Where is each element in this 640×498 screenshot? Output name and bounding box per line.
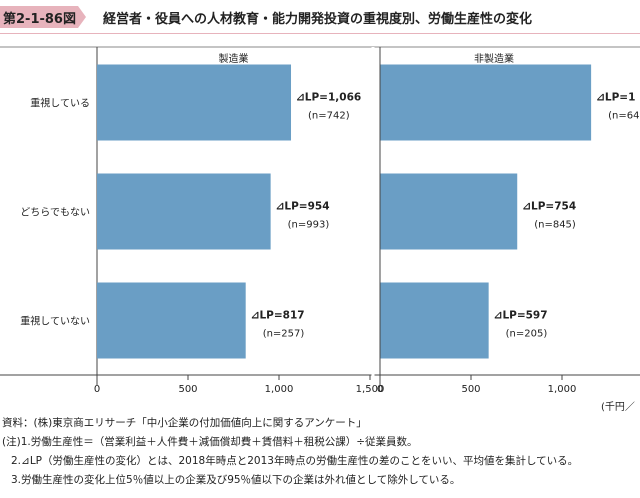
sample-size-label: (n=993) <box>288 220 330 231</box>
sample-size-label: (n=742) <box>308 111 350 122</box>
x-tick-label: 0 <box>377 384 383 395</box>
sample-size-label: (n=205) <box>506 329 548 340</box>
figure-number: 第2-1-86図 <box>3 12 76 27</box>
category-label: 重視している <box>30 97 90 110</box>
sample-size-label: (n=845) <box>534 220 576 231</box>
note-3: 3.労働生産性の変化上位5％値以上の企業及び95％値以下の企業は外れ値として除外… <box>11 474 461 486</box>
category-label: どちらでもない <box>20 207 90 219</box>
data-label: ⊿LP=1 <box>596 92 635 104</box>
bar <box>97 173 271 250</box>
bar <box>97 64 292 141</box>
panel-title: 製造業 <box>219 52 249 65</box>
bar <box>380 64 592 141</box>
data-label: ⊿LP=1,066 <box>296 92 361 104</box>
title-divider <box>0 33 640 34</box>
data-label: ⊿LP=817 <box>251 310 305 322</box>
panel-title: 非製造業 <box>474 52 514 65</box>
figure-title: 経営者・役員への人材教育・能力開発投資の重視度別、労働生産性の変化 <box>103 12 533 27</box>
bar <box>380 173 518 250</box>
bar <box>97 282 246 359</box>
x-tick-label: 500 <box>178 384 197 395</box>
data-label: ⊿LP=597 <box>494 310 548 322</box>
data-label: ⊿LP=954 <box>276 201 330 213</box>
sample-size-label: (n=257) <box>263 329 305 340</box>
notes: 資料：(株)東京商エリサーチ「中小企業の付加価値向上に関するアンケート」 (注)… <box>2 414 578 490</box>
figure-number-badge: 第2-1-86図 <box>0 6 86 28</box>
x-tick-label: 500 <box>461 384 480 395</box>
x-tick-label: 0 <box>94 384 100 395</box>
x-tick-label: 1,000 <box>548 384 577 395</box>
x-tick-label: 1,000 <box>265 384 294 395</box>
sample-size-label: (n=64 <box>608 111 639 122</box>
note-2: 2.⊿LP（労働生産性の変化）とは、2018年時点と2013年時点の労働生産性の… <box>11 455 579 467</box>
note-1: (注)1.労働生産性＝（営業利益＋人件費＋減価償却費＋賃借料＋租税公課）÷従業員… <box>2 436 418 448</box>
data-label: ⊿LP=754 <box>522 201 576 213</box>
bar <box>380 282 489 359</box>
unit-label: (千円／ <box>601 401 635 413</box>
category-label: 重視していない <box>20 315 90 328</box>
note-source: 資料：(株)東京商エリサーチ「中小企業の付加価値向上に関するアンケート」 <box>2 417 367 429</box>
x-tick-label: 1,500 <box>356 384 385 395</box>
